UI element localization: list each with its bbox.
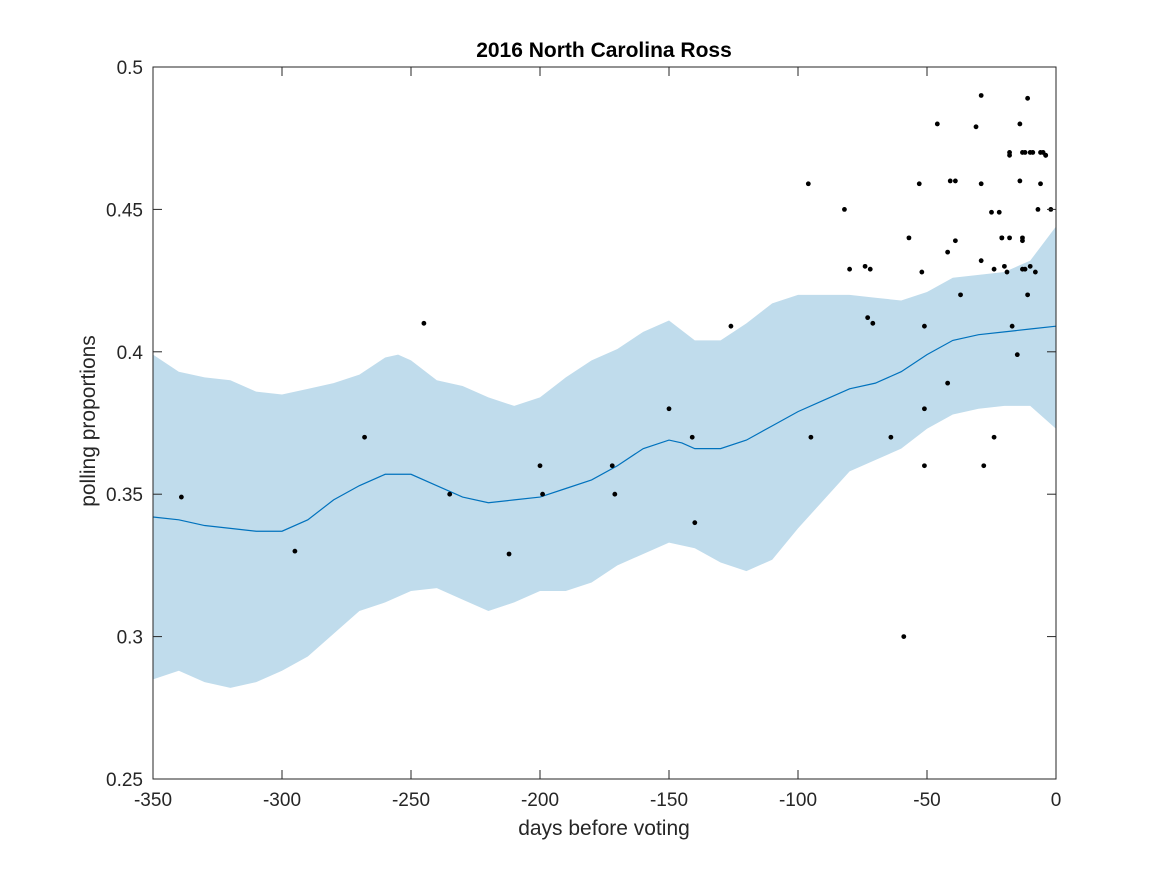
trend-line-layer xyxy=(152,325,1057,532)
poll-point xyxy=(1043,152,1049,158)
poll-point xyxy=(1027,263,1033,269)
poll-point xyxy=(947,178,953,184)
poll-point xyxy=(991,434,997,440)
poll-point xyxy=(996,209,1002,215)
poll-point xyxy=(1002,263,1007,269)
chart-title: 2016 North Carolina Ross xyxy=(476,39,732,62)
poll-point xyxy=(666,406,672,412)
y-axis-ticks: 0.25 0.3 0.35 0.4 0.45 0.5 xyxy=(106,58,1056,791)
poll-point xyxy=(1007,235,1012,241)
poll-point xyxy=(847,266,852,272)
poll-point xyxy=(612,491,618,497)
poll-point xyxy=(1035,207,1041,212)
y-tick-label: 0.4 xyxy=(117,343,144,364)
y-tick-label: 0.35 xyxy=(106,485,143,506)
poll-point xyxy=(447,491,453,497)
poll-point xyxy=(978,181,984,187)
y-tick-label: 0.45 xyxy=(106,200,143,221)
poll-point xyxy=(1020,238,1025,244)
x-tick-label: -50 xyxy=(913,790,940,811)
poll-point xyxy=(906,235,912,241)
poll-point xyxy=(865,315,871,321)
poll-point xyxy=(1038,181,1043,187)
x-tick-label: -150 xyxy=(650,790,688,811)
poll-point xyxy=(842,207,847,212)
plot-frame xyxy=(152,66,1057,780)
poll-point xyxy=(958,292,963,298)
poll-point xyxy=(870,320,876,326)
x-tick-label: 0 xyxy=(1051,790,1062,811)
x-axis-ticks: -350 -300 -250 -200 -150 -100 -50 0 xyxy=(134,67,1061,811)
poll-point xyxy=(728,323,734,329)
poll-point xyxy=(506,551,512,557)
poll-point xyxy=(609,463,615,469)
confidence-band-layer xyxy=(153,226,1056,688)
poll-point xyxy=(934,121,940,127)
y-tick-label: 0.5 xyxy=(117,58,143,79)
poll-point xyxy=(1017,178,1023,184)
x-tick-label: -200 xyxy=(521,790,559,811)
poll-point xyxy=(981,463,987,469)
poll-point xyxy=(999,235,1005,241)
poll-point xyxy=(1032,269,1038,275)
poll-point xyxy=(991,266,997,272)
x-tick-label: -100 xyxy=(779,790,817,811)
poll-point xyxy=(989,209,994,215)
poll-point xyxy=(1025,292,1031,298)
trend-line xyxy=(152,325,1057,532)
poll-point xyxy=(867,266,873,272)
poll-point xyxy=(692,520,698,526)
poll-point xyxy=(922,323,927,329)
poll-point xyxy=(1014,352,1020,358)
poll-point xyxy=(945,380,951,386)
y-axis-label: polling proportions xyxy=(77,335,100,507)
poll-point xyxy=(1022,150,1028,155)
poll-point xyxy=(922,463,927,469)
poll-point xyxy=(1025,95,1031,101)
poll-point xyxy=(916,181,922,187)
x-tick-label: -250 xyxy=(392,790,430,811)
poll-point xyxy=(888,434,894,440)
poll-point xyxy=(808,434,814,440)
poll-point xyxy=(922,406,927,412)
poll-point xyxy=(421,320,427,326)
poll-point xyxy=(1030,150,1036,155)
x-tick-label: -300 xyxy=(263,790,301,811)
poll-point xyxy=(178,494,184,500)
poll-points-layer xyxy=(178,93,1054,639)
poll-point xyxy=(945,249,951,255)
poll-point xyxy=(973,124,979,130)
poll-point xyxy=(537,463,543,469)
y-tick-label: 0.3 xyxy=(117,628,143,649)
poll-point xyxy=(862,263,868,269)
poll-point xyxy=(978,93,984,98)
poll-point xyxy=(1022,266,1028,272)
poll-point xyxy=(901,634,907,639)
poll-point xyxy=(1017,121,1023,127)
poll-point xyxy=(1007,152,1012,158)
poll-point xyxy=(1004,269,1010,275)
poll-point xyxy=(362,434,367,440)
poll-point xyxy=(952,178,958,184)
x-tick-label: -350 xyxy=(134,790,172,811)
x-axis-label: days before voting xyxy=(518,817,690,840)
poll-point xyxy=(919,269,925,275)
poll-point xyxy=(952,238,958,244)
poll-point xyxy=(805,181,811,187)
poll-point xyxy=(292,548,298,554)
poll-point xyxy=(1009,323,1015,329)
poll-point xyxy=(540,491,545,497)
poll-point xyxy=(978,258,984,264)
y-tick-label: 0.25 xyxy=(106,770,143,791)
confidence-band xyxy=(153,226,1056,688)
poll-point xyxy=(689,434,695,440)
